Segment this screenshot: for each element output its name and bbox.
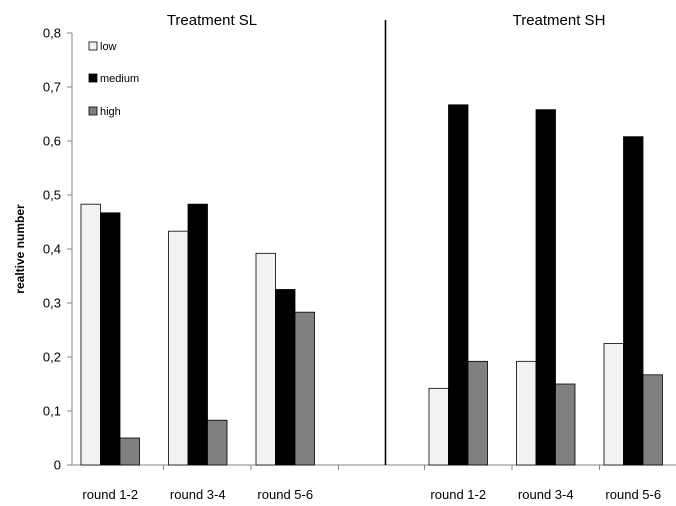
legend-label-medium: medium (100, 73, 139, 85)
y-tick-label: 0,3 (43, 296, 61, 311)
y-tick-label: 0,2 (43, 350, 61, 365)
axes (67, 20, 676, 470)
y-tick-label: 0,4 (43, 242, 61, 257)
y-axis-title: realtive number (13, 204, 27, 294)
y-tick-label: 0,8 (43, 26, 61, 41)
bar-high (467, 360, 488, 466)
legend-swatch-high (88, 106, 98, 116)
legend-swatch-medium (88, 73, 98, 83)
bar-high (555, 383, 576, 466)
panel-title: Treatment SH (513, 12, 606, 29)
y-tick-label: 0 (54, 458, 61, 473)
labels: 0 0,1 0,2 0,3 0,4 0,5 0,6 0,7 0,8 realtive number… (13, 12, 661, 502)
bar-medium (187, 203, 208, 466)
bar-low (80, 203, 101, 466)
x-tick-label: round 1-2 (82, 487, 138, 502)
bar-medium (100, 212, 121, 466)
bars (80, 104, 663, 466)
bar-high (294, 311, 315, 466)
bar-medium (535, 109, 556, 466)
y-tick-label: 0,7 (43, 80, 61, 95)
y-tick-label: 0,1 (43, 404, 61, 419)
bar-medium (275, 289, 296, 466)
x-tick-label: round 3-4 (170, 487, 226, 502)
bar-medium (623, 136, 644, 466)
x-tick-label: round 1-2 (430, 487, 486, 502)
legend: low medium high (88, 41, 139, 118)
bar-high (119, 437, 140, 466)
panel-title: Treatment SL (167, 12, 257, 29)
y-tick-label: 0,6 (43, 134, 61, 149)
x-tick-label: round 5-6 (605, 487, 661, 502)
bar-low (603, 343, 624, 466)
x-tick-label: round 5-6 (257, 487, 313, 502)
legend-label-high: high (100, 106, 121, 118)
legend-label-low: low (100, 41, 117, 53)
bar-low (428, 387, 449, 466)
bar-low (516, 360, 537, 466)
bar-medium (448, 104, 469, 466)
y-tick-label: 0,5 (43, 188, 61, 203)
x-tick-label: round 3-4 (518, 487, 574, 502)
bar-high (642, 374, 663, 466)
legend-swatch-low (88, 41, 98, 51)
bar-high (207, 419, 228, 466)
bar-low (255, 252, 276, 466)
bar-low (168, 230, 189, 466)
